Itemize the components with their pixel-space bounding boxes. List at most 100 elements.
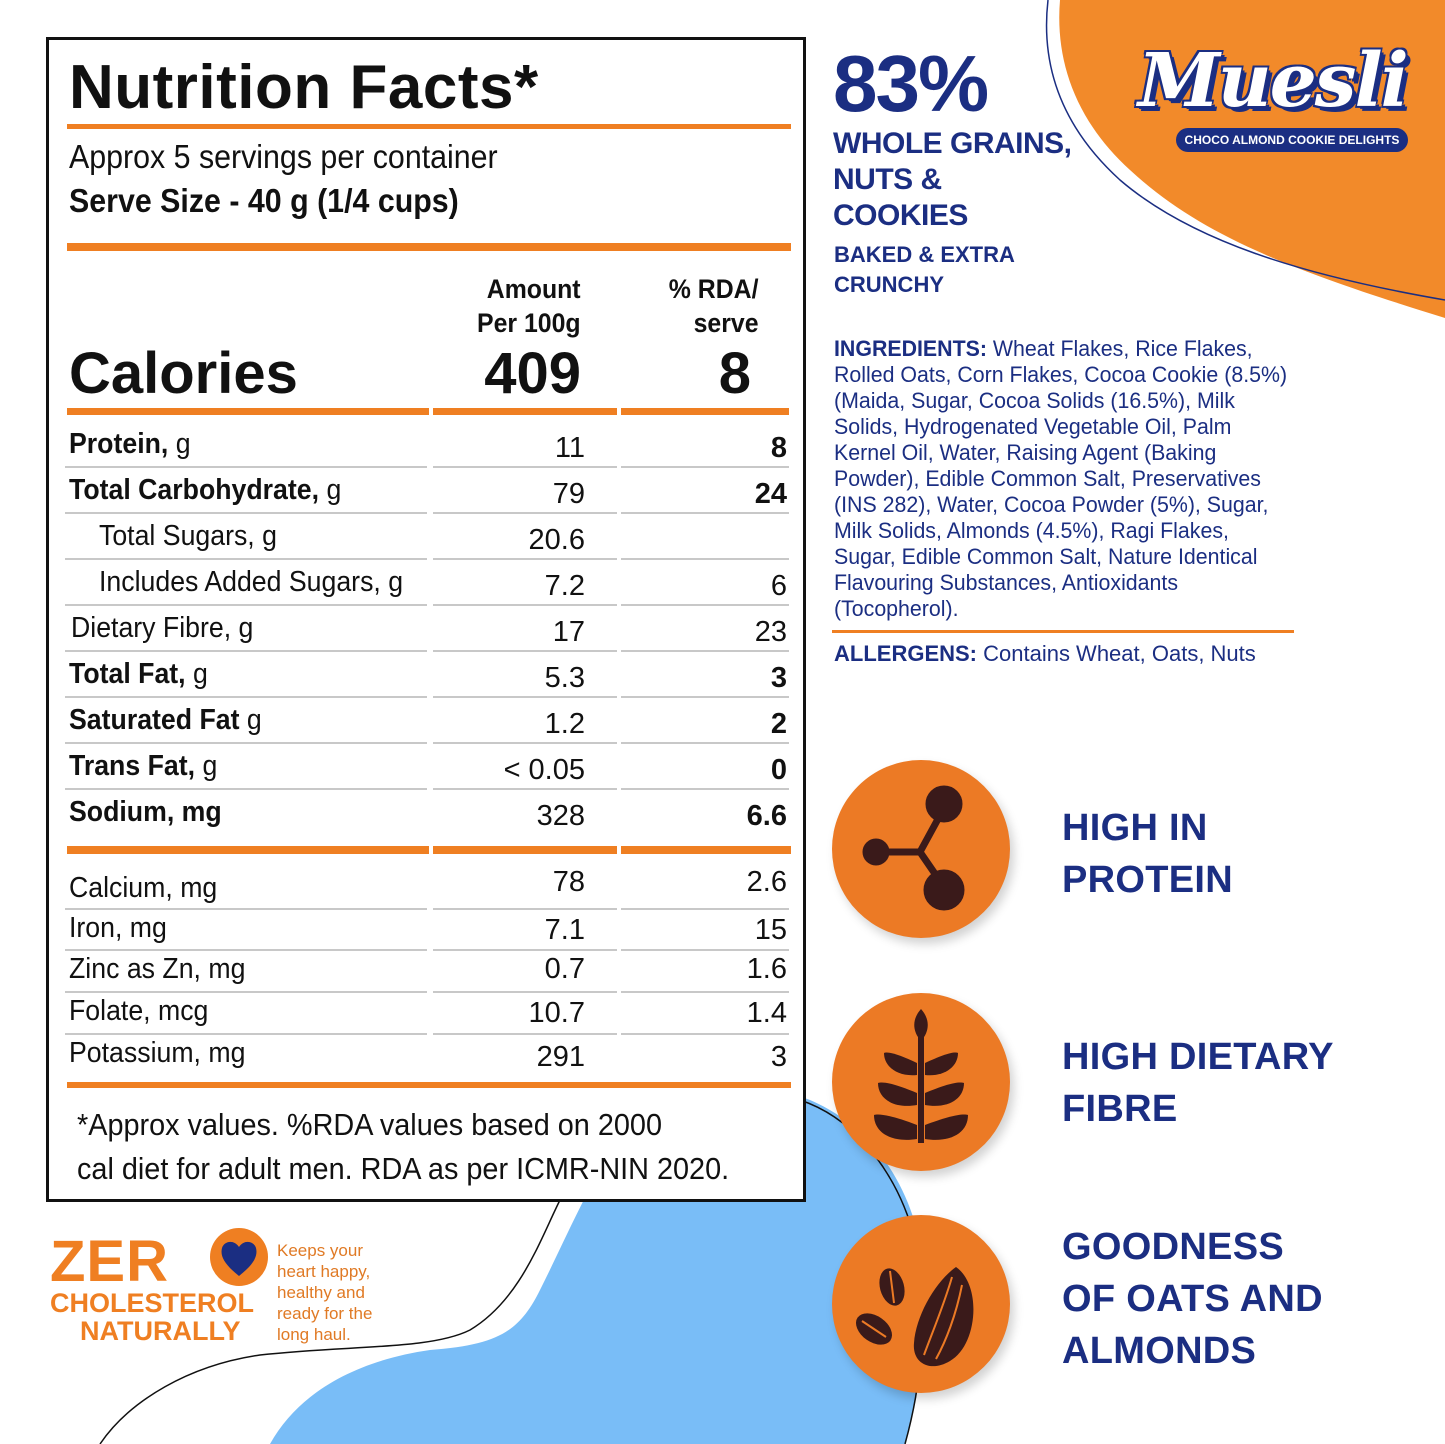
headline-line2: NUTS &: [833, 163, 942, 196]
nutrient-label: Total Sugars, g: [99, 520, 277, 552]
nutrient-amount: < 0.05: [503, 754, 585, 786]
allergens-list: Contains Wheat, Oats, Nuts: [977, 641, 1256, 666]
ingredients-divider: [832, 630, 1294, 633]
feature-badge: [832, 1215, 1010, 1393]
nutrient-amount: 78: [552, 866, 585, 898]
nutrient-row-trans-fat: Trans Fat, g < 0.05 0: [65, 744, 789, 790]
nutrient-amount: 0.7: [544, 953, 585, 985]
nutrient-rda: 6: [770, 570, 787, 602]
nutrient-label: Protein, g: [69, 428, 191, 460]
nutrient-amount: 20.6: [528, 524, 585, 556]
nutrient-amount: 5.3: [544, 662, 585, 694]
nutrition-facts-panel: Nutrition Facts* Approx 5 servings per c…: [46, 37, 806, 1202]
divider-bar: [67, 243, 791, 251]
ingredients-label: INGREDIENTS:: [834, 336, 987, 361]
nutrient-label: Sodium, mg: [69, 796, 222, 828]
nutrient-label: Potassium, mg: [69, 1037, 246, 1069]
zero-word: ZER: [50, 1229, 169, 1294]
feature-oats-almonds: GOODNESS OF OATS AND ALMONDS: [832, 1215, 1392, 1395]
nutrient-row-potassium: Potassium, mg 291 3: [65, 1035, 789, 1081]
zero-description: Keeps your heart happy, healthy and read…: [277, 1241, 373, 1344]
divider-bar: [433, 408, 617, 415]
nutrient-amount: 10.7: [528, 997, 585, 1029]
subclaim-line2: CRUNCHY: [834, 272, 944, 297]
heart-icon: [221, 1241, 257, 1276]
nutrient-row-iron: Iron, mg 7.1 15: [65, 910, 789, 951]
feature-line2: OF OATS AND: [1062, 1278, 1323, 1320]
almond-oats-icon: [855, 1267, 974, 1367]
headline-claim: WHOLE GRAINS, NUTS & COOKIES: [833, 126, 1072, 234]
nutrient-rda: 24: [754, 478, 787, 510]
nutrient-amount: 79: [552, 478, 585, 510]
calories-amount: 409: [484, 341, 581, 406]
heart-o-icon: [210, 1228, 268, 1286]
feature-line1: HIGH DIETARY: [1062, 1036, 1334, 1078]
nutrient-label: Folate, mcg: [69, 995, 209, 1027]
calories-rda: 8: [718, 341, 751, 406]
nutrient-label: Zinc as Zn, mg: [69, 953, 246, 985]
feature-badge: [832, 760, 1010, 938]
divider-bar: [67, 1082, 791, 1088]
zero-line2: CHOLESTEROL: [50, 1288, 255, 1318]
feature-high-protein: HIGH IN PROTEIN: [832, 760, 1392, 940]
subclaim-line1: BAKED & EXTRA: [834, 242, 1015, 267]
brand-tagline: CHOCO ALMOND COOKIE DELIGHTS: [1176, 128, 1408, 152]
ingredients-list: Wheat Flakes, Rice Flakes, Rolled Oats, …: [834, 336, 1288, 621]
nutrient-label: Trans Fat, g: [69, 750, 218, 782]
orange-blob-outline: [1045, 0, 1445, 301]
nutrient-row-sodium: Sodium, mg 328 6.6: [65, 790, 789, 836]
brand-logo: CHOCO ALMOND COOKIE DELIGHTS Muesli: [1132, 38, 1414, 154]
headline-subclaim: BAKED & EXTRA CRUNCHY: [834, 240, 1015, 300]
nutrient-amount: 7.1: [544, 914, 585, 946]
nutrient-label: Total Carbohydrate, g: [69, 474, 342, 506]
divider-bar: [621, 408, 789, 415]
nutrient-row-folate: Folate, mcg 10.7 1.4: [65, 993, 789, 1035]
feature-line3: ALMONDS: [1062, 1330, 1257, 1372]
divider-bar: [433, 846, 617, 854]
nutrient-amount: 11: [554, 432, 585, 464]
allergens-text: ALLERGENS: Contains Wheat, Oats, Nuts: [834, 641, 1256, 667]
nutrient-row-zinc: Zinc as Zn, mg 0.7 1.6: [65, 951, 789, 993]
column-header-rda-line1: % RDA/: [669, 274, 759, 304]
feature-text: HIGH DIETARY FIBRE: [1062, 1031, 1334, 1135]
zero-cholesterol-badge: ZER CHOLESTEROL NATURALLY Keeps your hea…: [50, 1228, 390, 1348]
serve-size: Serve Size - 40 g (1/4 cups): [69, 182, 459, 219]
nutrient-label: Iron, mg: [69, 912, 167, 944]
servings-per-container: Approx 5 servings per container: [69, 138, 498, 175]
nutrient-rda: 1.6: [746, 953, 787, 985]
molecule-icon: [862, 785, 965, 911]
headline-line1: WHOLE GRAINS,: [833, 127, 1072, 160]
whole-grains-percent: 83%: [833, 39, 989, 128]
nutrient-row-total-fat: Total Fat, g 5.3 3: [65, 652, 789, 698]
calories-label: Calories: [69, 341, 298, 406]
nutrition-title: Nutrition Facts*: [69, 53, 539, 122]
nutrient-row-dietary-fibre: Dietary Fibre, g 17 23: [65, 606, 789, 652]
nutrient-amount: 1.2: [544, 708, 585, 740]
nutrient-rda: 1.4: [746, 997, 787, 1029]
nutrient-row-total-sugars: Total Sugars, g 20.6: [65, 514, 789, 560]
feature-line2: FIBRE: [1062, 1088, 1178, 1130]
feature-line1: GOODNESS: [1062, 1226, 1284, 1268]
feature-text: HIGH IN PROTEIN: [1062, 802, 1233, 906]
divider-bar: [67, 846, 429, 854]
nutrient-rda: 8: [770, 432, 787, 464]
nutrient-row-protein: Protein, g 11 8: [65, 422, 789, 468]
divider-bar: [67, 124, 791, 129]
nutrient-row-added-sugars: Includes Added Sugars, g 7.2 6: [65, 560, 789, 606]
nutrient-amount: 328: [536, 800, 585, 832]
feature-text: GOODNESS OF OATS AND ALMONDS: [1062, 1221, 1323, 1377]
nutrient-rda: 2.6: [746, 866, 787, 898]
column-header-amount-line1: Amount: [487, 274, 581, 304]
divider-bar: [67, 408, 429, 415]
footnote: *Approx values. %RDA values based on 200…: [77, 1103, 729, 1191]
feature-badge: [832, 993, 1010, 1171]
column-header-amount-line2: Per 100g: [477, 308, 581, 338]
footnote-line2: cal diet for adult men. RDA as per ICMR-…: [77, 1151, 730, 1186]
nutrient-rda: 23: [754, 616, 787, 648]
orange-blob: [1059, 0, 1445, 318]
nutrient-row-total-carbohydrate: Total Carbohydrate, g 79 24: [65, 468, 789, 514]
nutrient-label: Saturated Fat g: [69, 704, 262, 736]
nutrient-rda: 3: [770, 662, 787, 694]
column-header-rda: % RDA/ serve: [669, 272, 759, 340]
headline-line3: COOKIES: [833, 199, 968, 232]
